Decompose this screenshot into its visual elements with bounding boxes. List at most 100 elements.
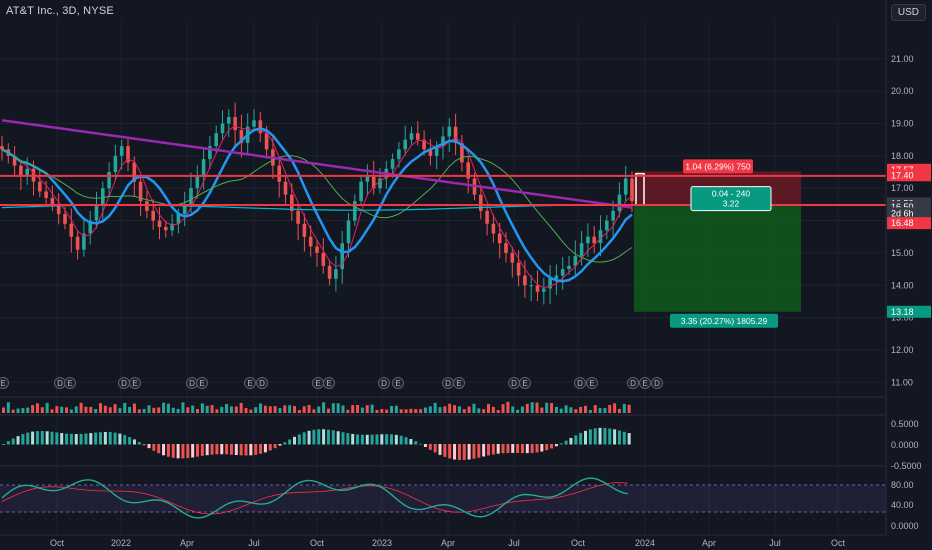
volume-bar [283,405,287,413]
macd-histogram-bar [225,444,229,455]
price-tick-label: 15.00 [891,248,914,258]
macd-histogram-bar [346,433,350,445]
candle-body [567,265,571,270]
rsi-signal-line [1,482,628,515]
event-e-marker [453,377,465,389]
candle-body [542,288,546,292]
macd-histogram-bar [74,434,78,445]
macd-histogram-bar [414,441,418,445]
macd-histogram-bar [598,427,602,445]
candle-body [308,236,313,247]
macd-histogram-bar [487,444,490,456]
event-d-letter: D [381,379,387,388]
event-e-marker [196,377,208,389]
candle-body [548,278,552,289]
candle-body [422,139,426,150]
candle-body [44,191,48,198]
macd-histogram-bar [118,433,122,445]
candle-body [201,159,206,176]
volume-bar [404,409,408,413]
volume-bar [157,407,161,413]
macd-histogram-bar [166,444,170,457]
candle-body [0,146,4,150]
event-d-marker [256,377,268,389]
macd-histogram-bar [462,444,466,460]
macd-histogram-bar [191,444,195,458]
currency-button[interactable]: USD [890,4,926,21]
volume-bar [467,406,471,413]
macd-histogram-bar [273,444,277,449]
candle-body [460,142,464,163]
price-tick-label: 11.00 [891,377,913,387]
volume-bar [108,407,112,413]
candle-body [239,129,244,143]
macd-histogram-bar [453,444,457,460]
event-d-letter: D [445,379,451,388]
candle-body [151,210,155,221]
macd-histogram-bar [540,444,544,452]
macd-histogram-bar [579,432,583,445]
volume-bar [259,403,263,413]
macd-histogram-bar [152,444,156,451]
macd-histogram-bar [559,443,563,445]
macd-histogram-bar [491,444,495,455]
event-d-letter: D [57,379,63,388]
price-marker-label: 16.48 [891,218,914,228]
macd-histogram-bar [390,434,393,445]
candle-body [416,133,420,140]
volume-bar [137,409,141,413]
event-e-letter: E [132,379,137,388]
macd-pane [0,414,886,460]
macd-histogram-bar [186,444,190,459]
candle-body [586,236,590,244]
price-tick-label: 19.00 [891,119,914,129]
candle-body [447,126,452,137]
macd-histogram-bar [428,444,432,450]
symbol-legend[interactable]: AT&T Inc., 3D, NYSE [6,5,114,17]
event-e-marker [244,377,256,389]
macd-histogram-bar [394,434,398,445]
volume-bar [622,404,626,413]
candle-body [107,172,111,189]
macd-histogram-bar [472,444,476,459]
volume-bar [360,407,364,413]
macd-histogram-bar [171,444,175,458]
macd-histogram-bar [50,431,54,445]
volume-bar [123,402,127,413]
volume-bar [162,402,166,413]
volume-bar [525,403,529,413]
macd-histogram-bar [113,432,117,445]
candle-body [182,204,187,215]
price-tick-label: 18.00 [891,151,914,161]
volume-bar [336,403,340,413]
candle-body [208,146,212,160]
macd-histogram-bar [370,434,374,445]
candle-body [56,204,61,215]
macd-histogram-bar [399,435,403,445]
volume-bar [225,403,229,413]
time-axis-label: Jul [248,538,260,548]
price-axis: 21.0020.0019.0018.0017.0016.0015.0014.00… [885,0,932,550]
volume-bar [559,408,563,413]
volume-bar [501,404,505,413]
candle-body [176,214,181,224]
volume-bar [613,403,617,413]
volume-bar [196,409,199,413]
volume-bar [302,406,306,413]
macd-histogram-bar [520,444,524,454]
volume-bar [496,409,500,413]
event-e-letter: E [199,379,204,388]
symbol-title: AT&T Inc., 3D, NYSE [6,5,114,17]
candle-body [535,285,540,292]
candle-body [466,162,470,179]
macd-histogram-bar [254,444,258,455]
candle-body [523,275,527,286]
event-e-letter: E [247,379,252,388]
time-axis-label: Jul [769,538,781,548]
macd-histogram-bar [564,440,568,445]
candle-body [428,149,433,156]
candle-body [516,262,521,276]
macd-histogram-bar [554,444,558,447]
